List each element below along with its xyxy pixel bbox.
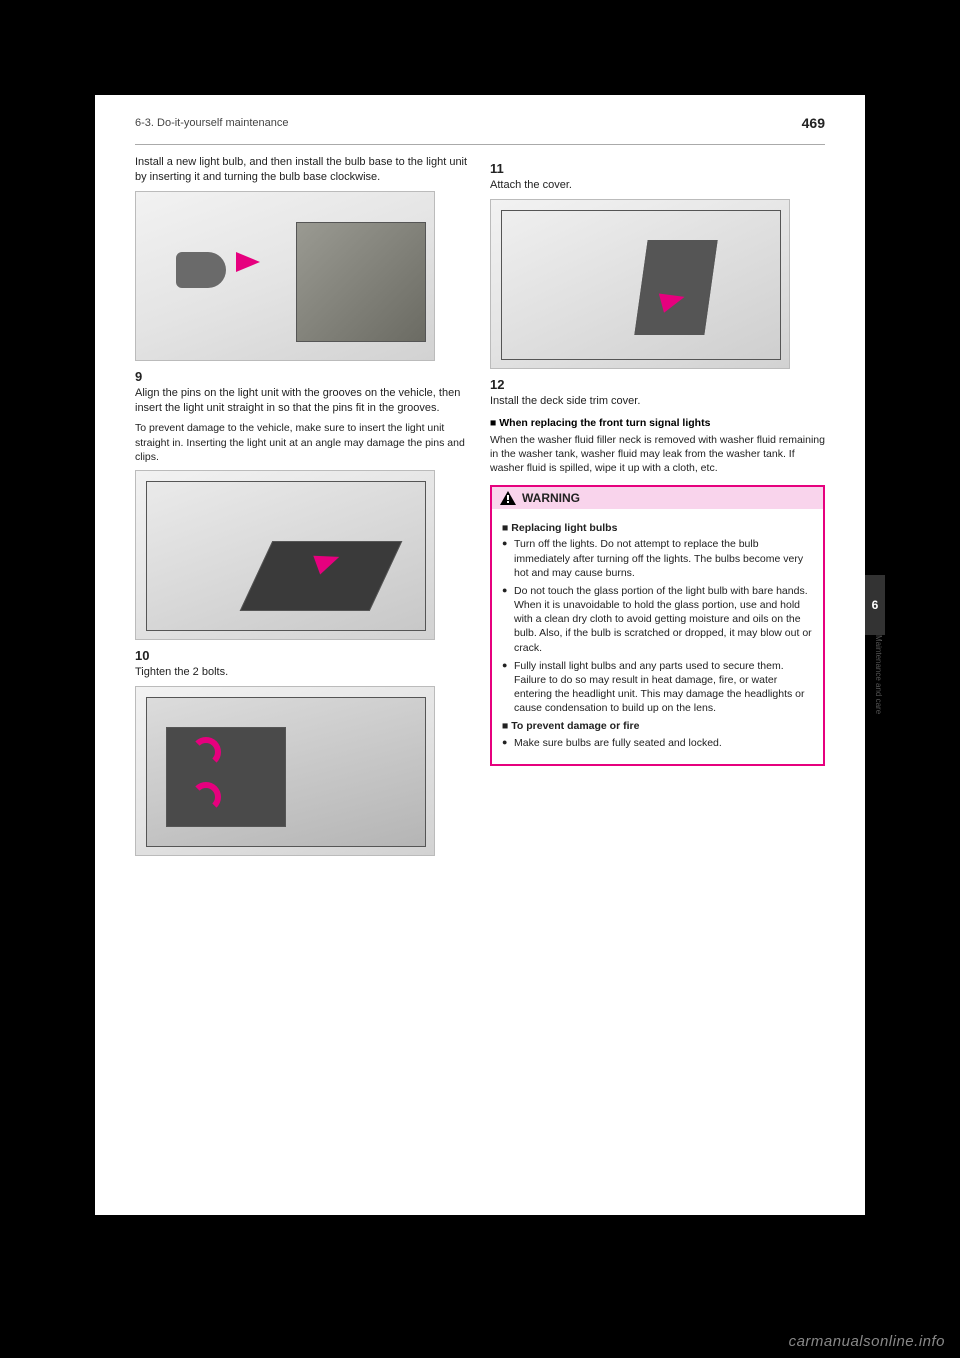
- step11-text: Attach the cover.: [490, 178, 825, 193]
- warning-bullet-1: Turn off the lights. Do not attempt to r…: [502, 537, 813, 580]
- step9-number: 9: [135, 369, 470, 384]
- rotate-arrow-icon: [191, 737, 221, 767]
- figure-light-unit-align: [135, 470, 435, 640]
- step12-number: 12: [490, 377, 825, 392]
- note-heading: When replacing the front turn signal lig…: [490, 417, 825, 429]
- rotate-arrow-icon: [191, 782, 221, 812]
- header-section-left: 6-3. Do-it-yourself maintenance: [135, 117, 288, 129]
- warning-bullet-4: Make sure bulbs are fully seated and loc…: [502, 736, 813, 750]
- chapter-tab: 6: [865, 575, 885, 635]
- chapter-side-label: Maintenance and care: [867, 635, 883, 714]
- left-column: Install a new light bulb, and then insta…: [135, 155, 470, 864]
- step8-text: Install a new light bulb, and then insta…: [135, 155, 470, 185]
- step12-text: Install the deck side trim cover.: [490, 394, 825, 409]
- warning-title-bar: WARNING: [492, 487, 823, 509]
- step9-text: Align the pins on the light unit with th…: [135, 386, 470, 416]
- warning-bullet-2: Do not touch the glass portion of the li…: [502, 584, 813, 655]
- warning-subhead-2: To prevent damage or fire: [502, 719, 813, 733]
- manual-page: 6-3. Do-it-yourself maintenance 469 Inst…: [95, 95, 865, 1215]
- warning-box: WARNING Replacing light bulbs Turn off t…: [490, 485, 825, 766]
- watermark-text: carmanualsonline.info: [789, 1333, 945, 1350]
- right-column: 11 Attach the cover. 12 Install the deck…: [490, 155, 825, 766]
- step10-number: 10: [135, 648, 470, 663]
- warning-bullet-3: Fully install light bulbs and any parts …: [502, 659, 813, 716]
- warning-body: Replacing light bulbs Turn off the light…: [492, 509, 823, 764]
- figure-tighten-bolts: [135, 686, 435, 856]
- page-header: 6-3. Do-it-yourself maintenance 469: [135, 115, 825, 145]
- warning-triangle-icon: [500, 491, 516, 505]
- page-number: 469: [802, 115, 825, 131]
- figure-attach-cover: [490, 199, 790, 369]
- figure-bulb-install: [135, 191, 435, 361]
- note-body: When the washer fluid filler neck is rem…: [490, 433, 825, 476]
- arrow-icon: [236, 252, 260, 272]
- step10-text: Tighten the 2 bolts.: [135, 665, 470, 680]
- step11-number: 11: [490, 161, 825, 176]
- warning-subhead-1: Replacing light bulbs: [502, 521, 813, 535]
- step9-subnote: To prevent damage to the vehicle, make s…: [135, 421, 470, 464]
- warning-title-text: WARNING: [522, 491, 580, 505]
